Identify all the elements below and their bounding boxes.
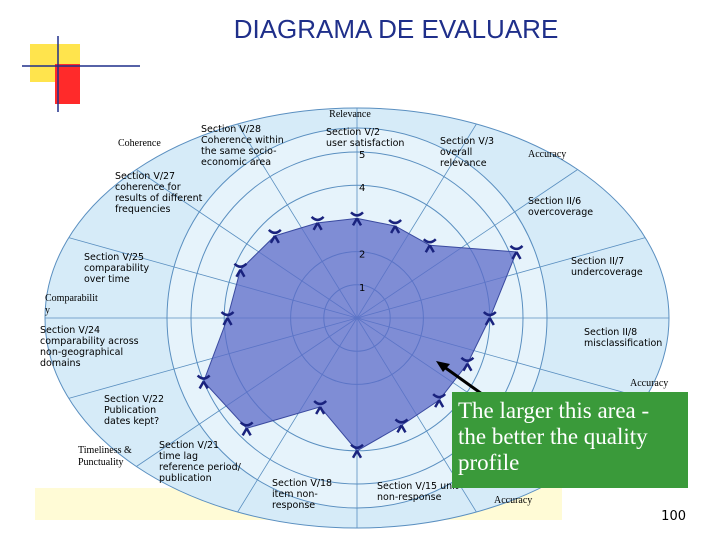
section-label: item non- (272, 489, 318, 500)
callout-text: The larger this area - (458, 398, 649, 423)
section-label: user satisfaction (326, 138, 404, 149)
section-label: overcoverage (528, 207, 593, 218)
marker (233, 262, 248, 278)
section-label: relevance (440, 158, 487, 169)
marker (432, 393, 447, 408)
section-label: undercoverage (571, 267, 643, 278)
marker (394, 418, 409, 433)
section-label: Section V/22 (104, 394, 164, 405)
section-label: Section V/15 unit (377, 481, 459, 492)
marker (509, 245, 524, 260)
group-label: Accuracy (528, 149, 566, 160)
marker (313, 400, 328, 415)
section-label: comparability across (40, 336, 139, 347)
grid-ring (190, 151, 524, 485)
marker (388, 219, 402, 234)
section-label: Section V/28 (201, 124, 261, 135)
section-label: response (272, 500, 315, 511)
group-label: Coherence (118, 138, 161, 149)
marker (422, 238, 437, 253)
arrow-head (436, 361, 450, 372)
section-label: Section V/24 (40, 325, 100, 336)
marker (310, 215, 325, 231)
section-label: misclassification (584, 338, 662, 349)
group-label: Punctuality (78, 457, 124, 468)
section-label: reference period/ (159, 462, 242, 473)
deco-square (55, 64, 80, 104)
ring-label: 5 (359, 150, 365, 161)
section-label: Coherence within (201, 135, 284, 146)
section-label: the same socio- (201, 146, 277, 157)
section-label: comparability (84, 263, 150, 274)
marker (196, 374, 211, 390)
section-label: non-response (377, 492, 442, 503)
marker (482, 311, 497, 326)
section-label: Publication (104, 405, 156, 416)
page-number: 100 (661, 509, 686, 524)
section-label: over time (84, 274, 130, 285)
callout-text: the better the quality (458, 424, 648, 449)
group-label: Accuracy (494, 495, 532, 506)
group-label: Relevance (329, 109, 371, 120)
section-label: Section V/18 (272, 478, 332, 489)
section-label: Section II/6 (528, 196, 581, 207)
slide-title: DIAGRAMA DE EVALUARE (234, 14, 559, 44)
marker (239, 421, 254, 436)
group-label: Comparabilit (45, 293, 98, 304)
section-label: publication (159, 473, 212, 484)
group-label: Accuracy (630, 378, 668, 389)
callout: The larger this area -the better the qua… (458, 398, 649, 475)
marker (460, 356, 475, 372)
ring-label: 4 (359, 183, 365, 194)
section-label: coherence for (115, 182, 181, 193)
section-label: time lag (159, 451, 198, 462)
callout-text: profile (458, 450, 519, 475)
section-label: frequencies (115, 204, 171, 215)
marker (350, 211, 364, 227)
marker (350, 443, 364, 459)
ring-label: 2 (359, 250, 365, 261)
section-label: domains (40, 358, 81, 369)
section-label: results of different (115, 193, 203, 204)
marker (220, 311, 235, 326)
section-label: Section V/2 (326, 127, 380, 138)
section-label: Section V/3 (440, 136, 494, 147)
ring-label: 1 (359, 283, 365, 294)
arrow (439, 362, 483, 396)
section-label: Section V/27 (115, 171, 175, 182)
section-label: Section V/25 (84, 252, 144, 263)
marker (267, 228, 282, 244)
group-label: y (45, 305, 50, 316)
section-label: non-geographical (40, 347, 123, 358)
section-label: dates kept? (104, 416, 159, 427)
section-label: Section II/8 (584, 327, 637, 338)
section-label: economic area (201, 157, 271, 168)
section-label: Section II/7 (571, 256, 624, 267)
group-label: Timeliness & (78, 445, 132, 456)
section-label: overall (440, 147, 472, 158)
callout-box (452, 392, 688, 488)
section-label: Section V/21 (159, 440, 219, 451)
